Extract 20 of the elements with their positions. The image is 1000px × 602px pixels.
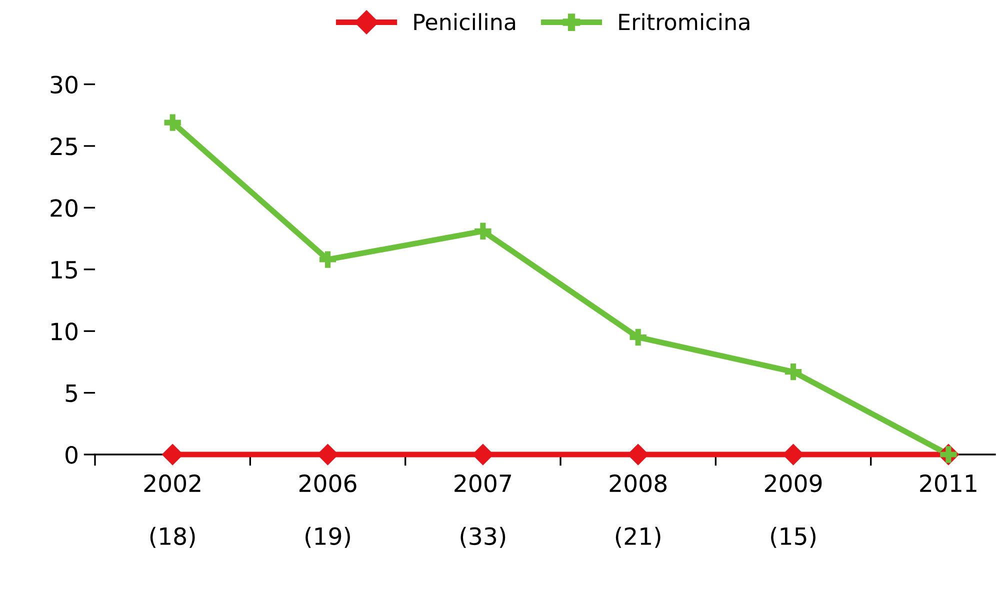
y-tick-label: 25 [50, 137, 77, 156]
x-tick-label: 2011 [920, 474, 976, 492]
y-tick-label: 30 [50, 76, 78, 94]
y-tick-label: 0 [66, 446, 78, 464]
category-label: 2008 (21) [610, 474, 667, 548]
point [319, 251, 336, 268]
y-tick-label: 15 [52, 261, 77, 279]
point [784, 363, 802, 380]
y-tick-label: 5 [66, 384, 77, 402]
legend-label: Penicilina [414, 13, 516, 30]
category-label: 2002 (18) [144, 474, 200, 548]
y-tick-label: 10 [52, 322, 78, 340]
category-label: 2007 (33) [454, 474, 511, 548]
category-label: 2006 (19) [299, 474, 356, 548]
y-tick-label: 20 [50, 199, 78, 217]
legend-label: Eritromicina [619, 13, 750, 30]
point [630, 328, 646, 346]
point [474, 222, 492, 240]
category-label: 2009 (15) [764, 474, 822, 548]
point [164, 114, 181, 131]
